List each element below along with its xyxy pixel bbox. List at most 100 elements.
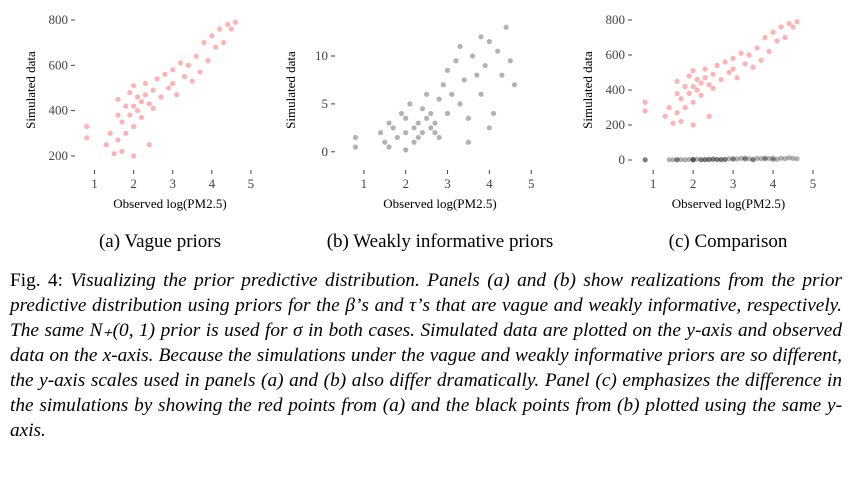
point <box>750 157 756 163</box>
point <box>457 43 463 50</box>
point <box>424 91 430 97</box>
point <box>762 155 768 161</box>
point <box>762 156 768 162</box>
point <box>782 34 788 41</box>
x-tick-label: 4 <box>770 176 777 191</box>
point <box>690 157 696 163</box>
point <box>170 80 176 87</box>
point <box>770 29 776 35</box>
point <box>146 101 152 107</box>
point <box>770 156 776 163</box>
x-tick-label: 4 <box>209 176 216 191</box>
subcaption: (c) Comparison <box>669 231 788 252</box>
x-tick-label: 3 <box>730 176 737 191</box>
point <box>411 125 417 131</box>
point <box>352 144 359 150</box>
point <box>407 101 413 107</box>
point <box>758 156 764 162</box>
point <box>444 67 451 73</box>
point <box>674 156 680 163</box>
point <box>131 83 137 89</box>
point <box>742 61 748 67</box>
point <box>201 40 207 46</box>
point <box>662 113 668 119</box>
point <box>714 62 720 69</box>
x-axis-title: Observed log(PM2.5) <box>113 196 226 211</box>
point <box>686 73 692 79</box>
point <box>678 96 684 102</box>
point <box>142 92 148 98</box>
point <box>415 134 421 141</box>
point <box>702 66 708 72</box>
point <box>228 26 234 32</box>
point <box>213 44 219 50</box>
x-tick-label: 1 <box>91 176 98 191</box>
point <box>698 92 704 98</box>
point <box>138 114 145 121</box>
point <box>193 53 199 59</box>
subcaption: (b) Weakly informative priors <box>327 231 554 252</box>
point <box>217 26 223 32</box>
point <box>682 104 688 111</box>
x-axis-title: Observed log(PM2.5) <box>672 196 785 211</box>
y-tick-label: 800 <box>49 12 69 27</box>
point <box>726 69 732 76</box>
point <box>690 122 696 128</box>
point <box>674 110 680 116</box>
point <box>84 123 90 130</box>
point <box>428 125 434 131</box>
x-tick-label: 2 <box>130 176 137 191</box>
point <box>432 120 438 126</box>
x-tick-label: 4 <box>486 176 493 191</box>
point <box>702 157 708 163</box>
point <box>419 106 426 112</box>
point <box>718 156 724 163</box>
y-tick-label: 0 <box>322 144 329 159</box>
point <box>131 103 137 109</box>
x-tick-label: 3 <box>169 176 176 191</box>
point <box>511 82 518 88</box>
point <box>220 40 227 46</box>
x-tick-label: 5 <box>248 176 255 191</box>
point <box>674 90 680 97</box>
point <box>690 156 696 163</box>
point <box>642 157 648 163</box>
point <box>107 130 113 136</box>
point <box>503 24 509 30</box>
point <box>415 120 421 126</box>
point <box>674 157 680 163</box>
point <box>734 156 740 162</box>
point <box>482 62 488 69</box>
point <box>710 156 716 162</box>
point <box>766 48 772 55</box>
x-tick-label: 5 <box>810 176 817 191</box>
x-tick-label: 1 <box>361 176 368 191</box>
point <box>706 156 712 162</box>
point <box>134 108 141 114</box>
point <box>123 103 129 109</box>
point <box>162 71 168 77</box>
point <box>428 110 434 117</box>
y-axis-title: Simulated data <box>580 51 595 129</box>
point <box>499 72 505 78</box>
point <box>495 48 501 54</box>
point <box>722 59 728 65</box>
point <box>170 67 176 73</box>
point <box>722 157 728 163</box>
point <box>746 52 752 58</box>
point <box>432 130 438 136</box>
point <box>119 148 125 155</box>
point <box>642 99 648 105</box>
point <box>758 57 764 63</box>
point <box>718 157 724 163</box>
point <box>714 156 720 163</box>
point <box>722 156 728 162</box>
point <box>682 157 688 163</box>
point <box>189 78 195 84</box>
point <box>742 156 748 162</box>
point <box>666 157 672 163</box>
point <box>457 101 463 107</box>
point <box>150 87 156 93</box>
point <box>730 156 736 162</box>
point <box>444 110 451 117</box>
